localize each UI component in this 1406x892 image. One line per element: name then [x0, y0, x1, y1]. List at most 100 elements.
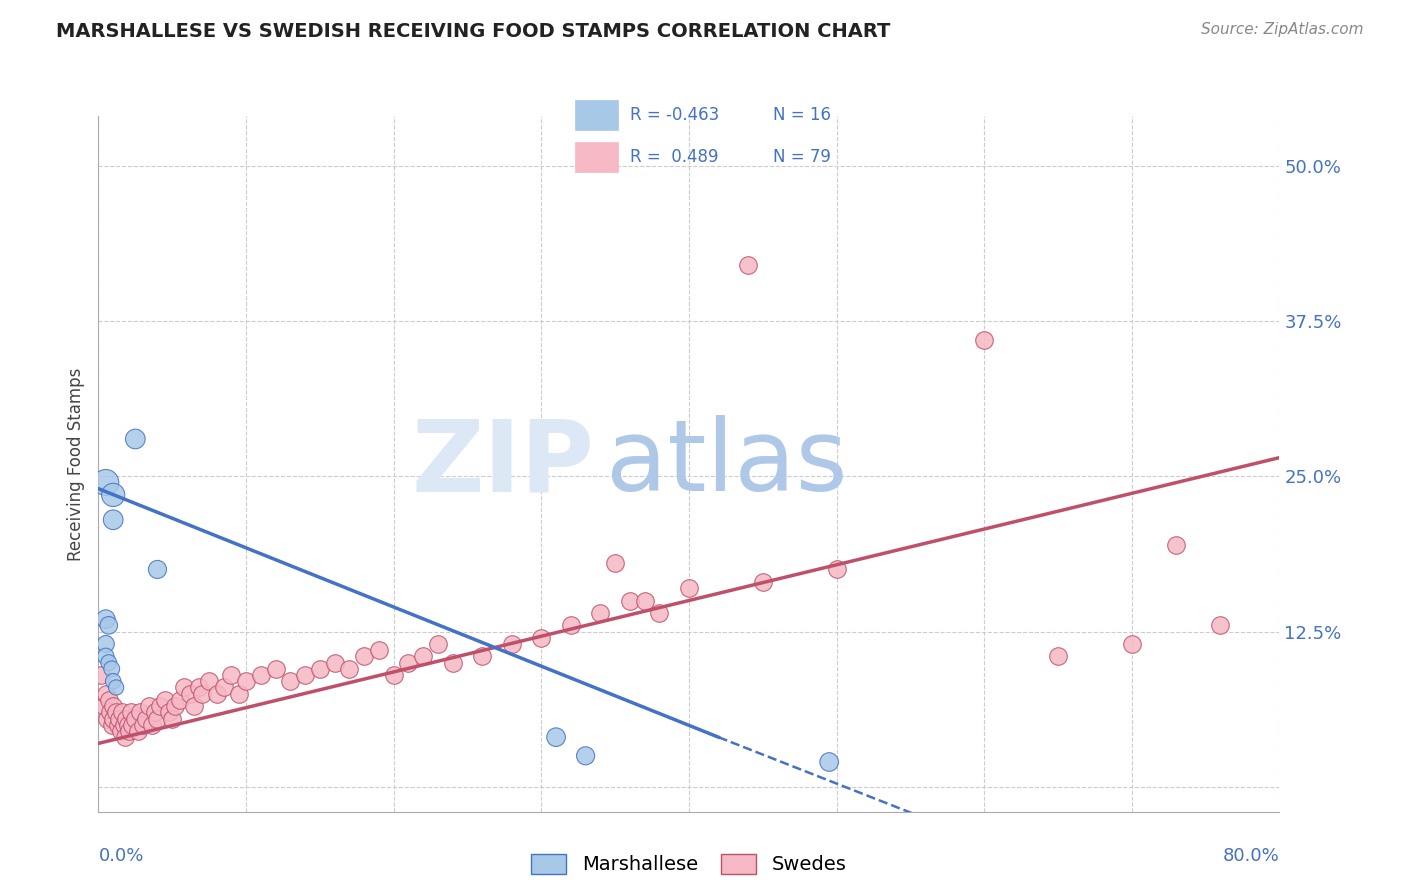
Point — [212, 681, 235, 695]
Point — [219, 668, 242, 682]
Point — [100, 662, 122, 676]
Point — [138, 699, 160, 714]
Point — [501, 637, 523, 651]
Point — [183, 699, 205, 714]
Text: R =  0.489: R = 0.489 — [630, 148, 718, 166]
Point — [818, 755, 841, 769]
Point — [337, 662, 360, 676]
Text: MARSHALLESE VS SWEDISH RECEIVING FOOD STAMPS CORRELATION CHART: MARSHALLESE VS SWEDISH RECEIVING FOOD ST… — [56, 22, 890, 41]
Point — [737, 258, 759, 272]
Bar — [575, 101, 619, 130]
Point — [605, 556, 627, 570]
Point — [309, 662, 332, 676]
Point — [128, 706, 150, 720]
Point — [97, 693, 120, 707]
Point — [619, 593, 641, 607]
Point — [157, 706, 180, 720]
Point — [103, 674, 125, 689]
Text: Source: ZipAtlas.com: Source: ZipAtlas.com — [1201, 22, 1364, 37]
Point — [187, 681, 209, 695]
Point — [235, 674, 257, 689]
Point — [441, 656, 464, 670]
Point — [96, 712, 118, 726]
Point — [132, 717, 155, 731]
Point — [110, 723, 132, 738]
Point — [103, 699, 125, 714]
Bar — [575, 142, 619, 171]
Point — [112, 717, 135, 731]
Point — [114, 730, 136, 744]
Point — [97, 656, 120, 670]
Point — [191, 687, 214, 701]
Point — [825, 562, 848, 576]
Point — [574, 748, 596, 763]
Text: R = -0.463: R = -0.463 — [630, 106, 720, 124]
Point — [124, 712, 146, 726]
Point — [149, 699, 172, 714]
Point — [94, 475, 117, 490]
Point — [94, 637, 117, 651]
Point — [127, 723, 149, 738]
Point — [1121, 637, 1143, 651]
Point — [560, 618, 582, 632]
Point — [179, 687, 201, 701]
Point — [105, 706, 128, 720]
Point — [143, 706, 166, 720]
Point — [1209, 618, 1232, 632]
Point — [228, 687, 250, 701]
Point — [648, 606, 671, 620]
Point — [173, 681, 195, 695]
Point — [94, 687, 117, 701]
Point — [111, 706, 134, 720]
Legend: Marshallese, Swedes: Marshallese, Swedes — [523, 846, 855, 882]
Point — [633, 593, 655, 607]
Point — [353, 649, 375, 664]
Text: N = 79: N = 79 — [773, 148, 831, 166]
Point — [121, 717, 143, 731]
Point — [103, 488, 125, 502]
Point — [396, 656, 419, 670]
Text: N = 16: N = 16 — [773, 106, 831, 124]
Point — [589, 606, 612, 620]
Point — [323, 656, 346, 670]
Text: 80.0%: 80.0% — [1223, 847, 1279, 865]
Point — [368, 643, 391, 657]
Point — [1164, 538, 1187, 552]
Point — [93, 699, 115, 714]
Point — [250, 668, 273, 682]
Point — [117, 717, 139, 731]
Point — [94, 649, 117, 664]
Point — [162, 712, 183, 726]
Point — [120, 706, 142, 720]
Text: atlas: atlas — [606, 416, 848, 512]
Point — [427, 637, 450, 651]
Point — [141, 717, 163, 731]
Point — [107, 717, 129, 731]
Point — [98, 706, 121, 720]
Point — [108, 712, 131, 726]
Point — [530, 631, 553, 645]
Point — [544, 730, 567, 744]
Point — [94, 612, 117, 626]
Point — [198, 674, 221, 689]
Point — [124, 432, 146, 446]
Point — [97, 618, 120, 632]
Point — [165, 699, 187, 714]
Point — [118, 723, 141, 738]
Point — [1046, 649, 1069, 664]
Point — [100, 717, 122, 731]
Point — [973, 333, 995, 347]
Text: ZIP: ZIP — [412, 416, 595, 512]
Point — [135, 712, 157, 726]
Point — [103, 513, 125, 527]
Point — [103, 712, 125, 726]
Y-axis label: Receiving Food Stamps: Receiving Food Stamps — [66, 368, 84, 560]
Point — [382, 668, 405, 682]
Text: 0.0%: 0.0% — [98, 847, 143, 865]
Point — [471, 649, 494, 664]
Point — [153, 693, 176, 707]
Point — [146, 712, 169, 726]
Point — [169, 693, 191, 707]
Point — [294, 668, 316, 682]
Point — [105, 681, 128, 695]
